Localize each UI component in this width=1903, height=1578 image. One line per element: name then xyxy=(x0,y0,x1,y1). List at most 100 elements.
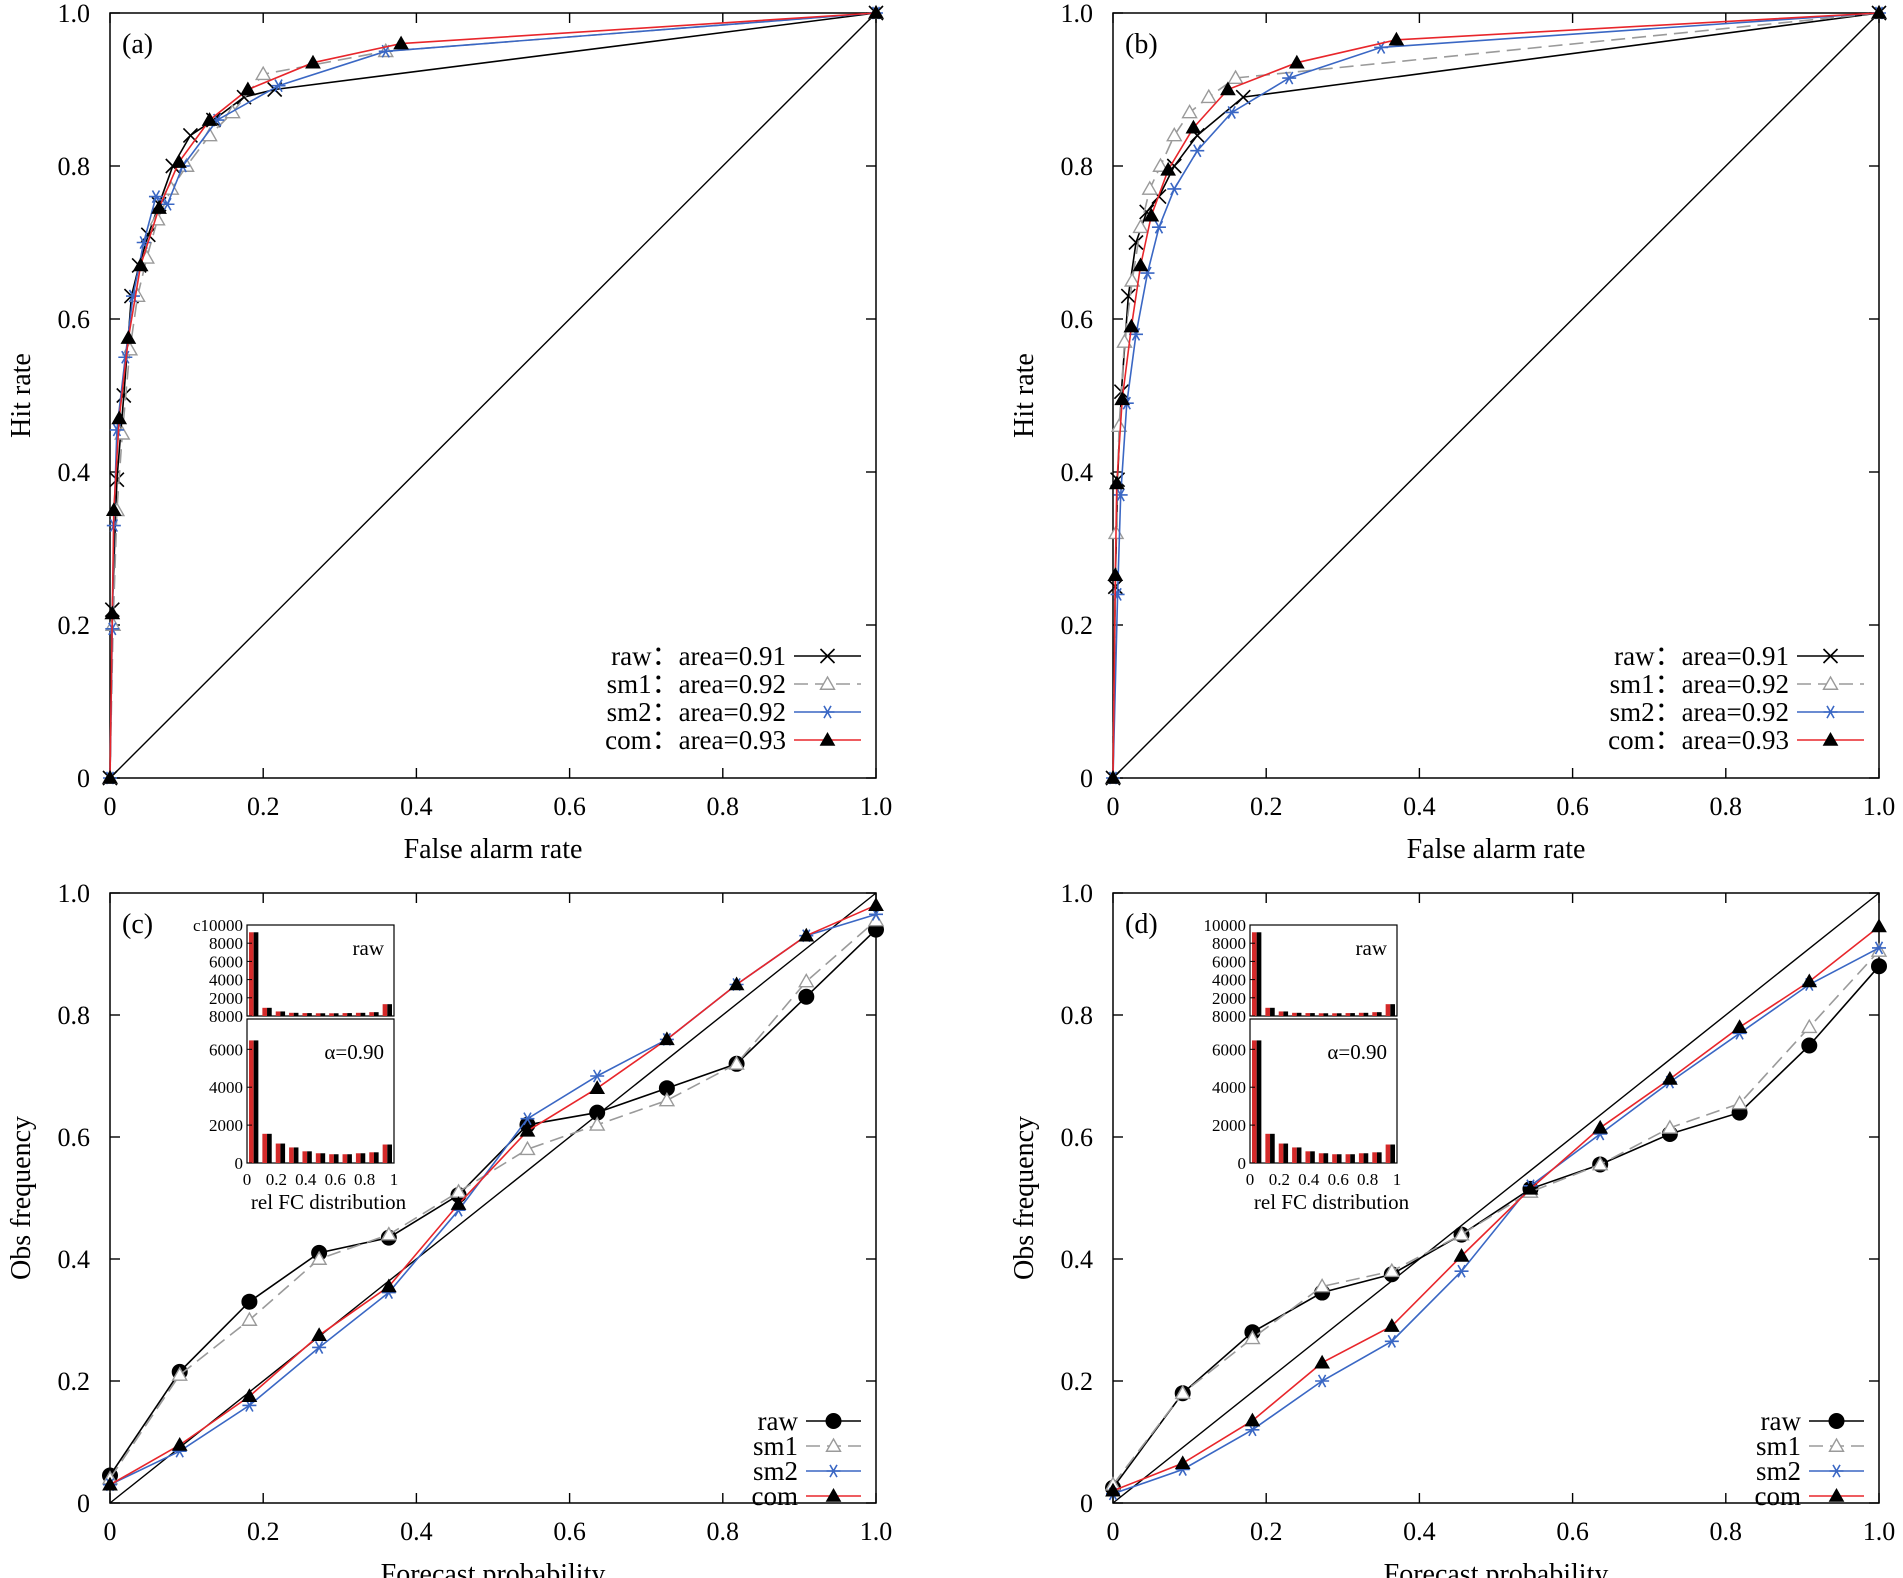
legend-marker-sm2 xyxy=(820,705,835,719)
histogram-bar xyxy=(280,1011,286,1016)
histogram-bar xyxy=(1305,1151,1311,1163)
data-point-com xyxy=(1383,1318,1400,1332)
histogram-bar xyxy=(355,1012,361,1016)
data-point-sm1 xyxy=(728,1055,745,1070)
data-point-sm2 xyxy=(1384,1334,1399,1348)
data-point-com xyxy=(868,4,884,19)
data-point-sm2 xyxy=(271,79,286,93)
histogram-bar xyxy=(293,1012,299,1016)
x-tick-label: 0.4 xyxy=(400,1517,433,1546)
data-point-com xyxy=(1592,1119,1609,1134)
data-point-com xyxy=(1522,1180,1539,1195)
y-tick-label: 0 xyxy=(1080,1489,1093,1518)
data-point-sm1 xyxy=(1174,1384,1191,1400)
data-point-sm1 xyxy=(171,1366,188,1381)
data-point-sm1 xyxy=(254,65,272,81)
x-axis-label: Forecast probability xyxy=(381,1559,606,1578)
histogram-bar xyxy=(267,1007,272,1016)
legend: raw：area=0.91sm1：area=0.92sm2：area=0.92c… xyxy=(605,641,861,755)
histogram-tick-label: 4000 xyxy=(209,971,243,990)
histogram-tick-label: 8000 xyxy=(209,934,243,953)
histogram-bar xyxy=(1336,1013,1342,1016)
data-point-raw xyxy=(1801,1037,1818,1054)
x-tick-label: 0.8 xyxy=(1710,792,1743,821)
legend-label-sm2: sm2 xyxy=(1756,1456,1801,1486)
data-point-sm1 xyxy=(1181,104,1198,119)
legend-marker-sm2 xyxy=(1829,1464,1844,1478)
legend-marker-raw xyxy=(819,648,836,664)
histogram-tick-label: 10000 xyxy=(1204,916,1247,935)
data-point-sm1 xyxy=(1166,126,1183,142)
histogram-bar xyxy=(1358,1153,1364,1163)
data-point-sm1 xyxy=(1123,272,1141,287)
data-point-sm2 xyxy=(1315,1374,1330,1388)
data-point-com xyxy=(1871,4,1887,19)
histogram-bar xyxy=(387,1144,392,1163)
panel-c: 0 0.2 0.4 0.6 0.8 1.0 0 0.2 0.4 0.6 0.8 1.0 Forecast… xyxy=(6,879,892,1578)
data-point-raw xyxy=(1120,288,1136,304)
histogram-bar xyxy=(1350,1013,1355,1016)
inset-x-tick-label: 0.2 xyxy=(266,1170,287,1189)
histogram-bar xyxy=(253,1040,259,1163)
y-tick-label: 0.8 xyxy=(58,1001,91,1030)
legend-label-sm2: sm2 xyxy=(753,1456,798,1486)
histogram-label: α=0.90 xyxy=(324,1040,384,1064)
data-point-com xyxy=(1801,973,1818,988)
data-point-sm2 xyxy=(1224,105,1239,119)
data-point-com xyxy=(1314,1354,1330,1369)
data-point-sm1 xyxy=(1661,1119,1679,1134)
histogram-bar xyxy=(275,1143,281,1163)
diagonal-line xyxy=(1112,892,1880,1504)
data-point-sm2 xyxy=(118,350,133,364)
legend-label-com: com xyxy=(752,1481,799,1511)
histogram-bar xyxy=(249,932,254,1016)
data-point-sm1 xyxy=(1152,157,1169,172)
histogram-bar xyxy=(355,1153,361,1163)
data-point-raw xyxy=(241,1293,258,1310)
histogram-tick-label: 0 xyxy=(1238,1154,1247,1173)
inset-x-tick-label: 1 xyxy=(1393,1170,1402,1189)
data-point-com xyxy=(104,605,121,620)
plot-frame xyxy=(109,12,877,779)
x-tick-label: 1.0 xyxy=(860,792,893,821)
histogram-bar xyxy=(307,1013,312,1016)
y-tick-label: 1.0 xyxy=(58,879,91,908)
x-tick-label: 1.0 xyxy=(860,1517,893,1546)
data-point-com xyxy=(311,1327,327,1341)
legend-label-sm1: sm1 xyxy=(1756,1431,1801,1461)
data-point-com xyxy=(151,200,167,214)
histogram-bar xyxy=(315,1153,321,1163)
data-point-com xyxy=(519,1122,536,1137)
histogram-bar xyxy=(1385,1004,1391,1016)
histogram-bar xyxy=(1256,1040,1262,1163)
inset-x-tick-label: 0 xyxy=(243,1170,252,1189)
histogram-bar xyxy=(347,1013,352,1016)
x-tick-label: 1.0 xyxy=(1863,792,1896,821)
data-point-sm1 xyxy=(1591,1156,1609,1171)
legend-label-sm2: sm2：area=0.92 xyxy=(607,697,786,727)
panel-label: (a) xyxy=(122,29,153,60)
data-point-sm1 xyxy=(1313,1278,1331,1293)
y-tick-label: 0.8 xyxy=(1061,152,1094,181)
histogram-tick-label: 8000 xyxy=(209,1007,243,1026)
data-point-com xyxy=(102,1476,118,1491)
data-point-sm1 xyxy=(1227,69,1244,84)
x-tick-label: 0.4 xyxy=(400,792,433,821)
histogram-bar xyxy=(1256,932,1262,1016)
histogram-bar xyxy=(1390,1004,1395,1016)
data-point-com xyxy=(1107,567,1124,582)
data-point-com xyxy=(241,1388,258,1402)
histogram-bar xyxy=(1283,1011,1289,1016)
data-point-com xyxy=(1174,1455,1191,1470)
diagonal-line xyxy=(109,892,877,1504)
histogram-bar xyxy=(307,1151,312,1163)
histogram-bar xyxy=(369,1012,374,1016)
histogram-bar xyxy=(302,1151,308,1163)
histogram-bar xyxy=(329,1154,334,1163)
data-point-com xyxy=(1244,1412,1261,1427)
data-point-com xyxy=(1871,918,1887,933)
histogram-bar xyxy=(302,1013,308,1016)
